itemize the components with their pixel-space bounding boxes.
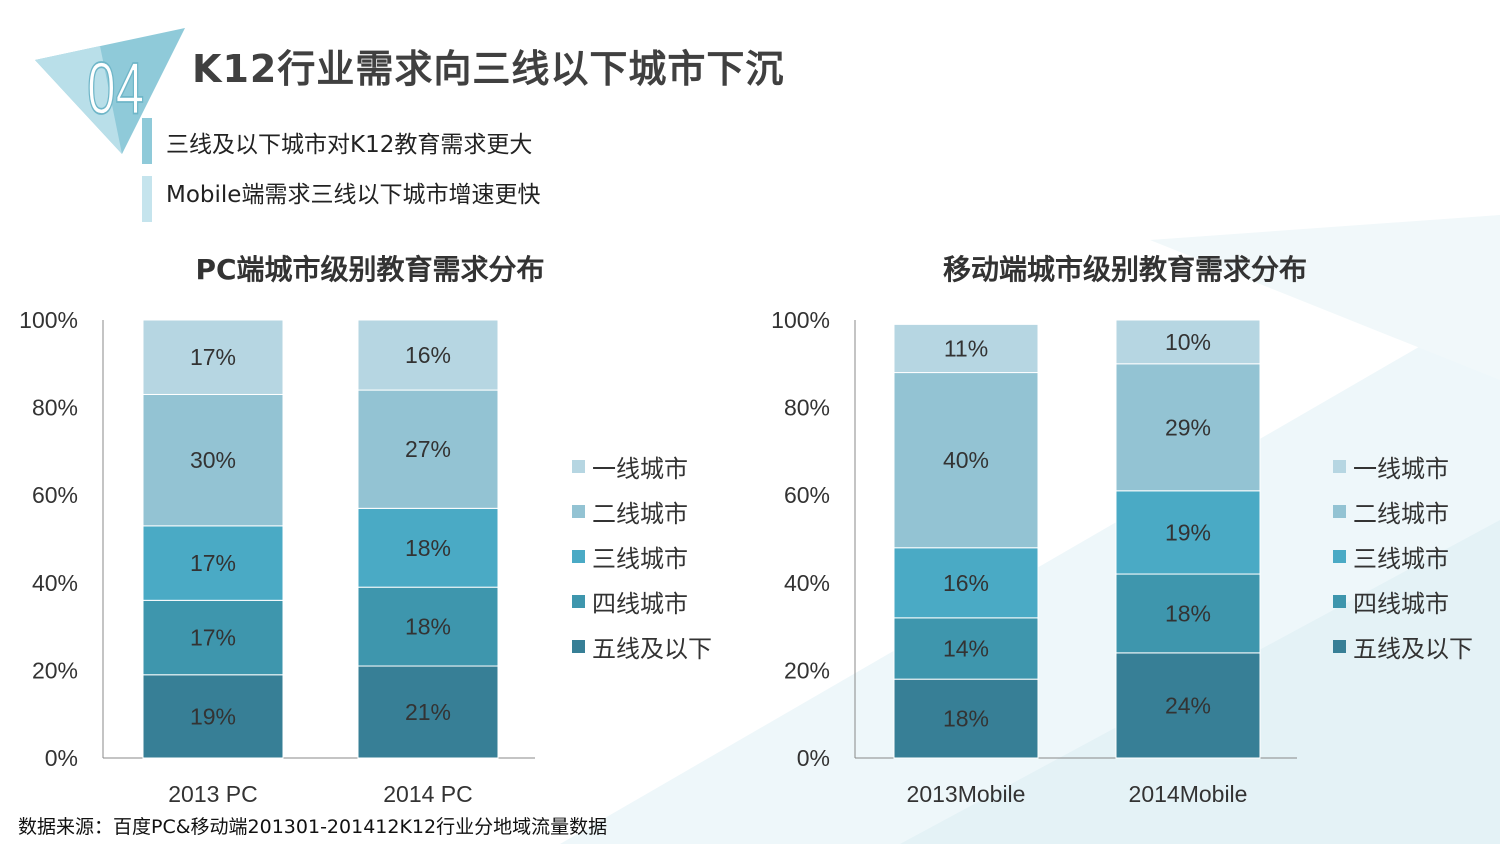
pc-bar-segment: [357, 389, 499, 509]
mobile-data-label: 10%: [1165, 329, 1211, 355]
pc-y-tick-label: 60%: [32, 482, 78, 508]
mobile-data-label: 40%: [943, 447, 989, 473]
pc-bar-segment: [142, 674, 284, 759]
mobile-legend-swatch: [1333, 550, 1346, 563]
pc-bar-segment: [357, 586, 499, 667]
pc-legend-swatch: [572, 640, 585, 653]
pc-data-label: 17%: [190, 550, 236, 576]
pc-legend-label: 三线城市: [592, 545, 688, 573]
mobile-legend-label: 四线城市: [1353, 590, 1449, 618]
mobile-legend-label: 二线城市: [1353, 500, 1449, 528]
mobile-legend-label: 五线及以下: [1353, 635, 1473, 663]
mobile-bar-segment: [893, 323, 1039, 374]
pc-bar-segment: [357, 319, 499, 391]
pc-y-tick-label: 40%: [32, 570, 78, 596]
pc-chart-title: PC端城市级别教育需求分布: [195, 253, 545, 286]
mobile-legend-swatch: [1333, 640, 1346, 653]
pc-legend-label: 二线城市: [592, 500, 688, 528]
mobile-bar-segment: [1115, 319, 1261, 365]
pc-bar-segment: [142, 525, 284, 601]
pc-data-label: 16%: [405, 342, 451, 368]
mobile-data-label: 16%: [943, 570, 989, 596]
mobile-bar-segment: [1115, 573, 1261, 654]
mobile-y-tick-label: 60%: [784, 482, 830, 508]
mobile-chart-title: 移动端城市级别教育需求分布: [942, 253, 1307, 286]
page-title: K12行业需求向三线以下城市下沉: [192, 47, 785, 91]
bullet-marker: [142, 118, 152, 164]
pc-data-label: 27%: [405, 436, 451, 462]
mobile-y-tick-label: 0%: [797, 745, 830, 771]
pc-data-label: 21%: [405, 699, 451, 725]
subtitle-line-2: Mobile端需求三线以下城市增速更快: [166, 182, 541, 208]
pc-data-label: 18%: [405, 614, 451, 640]
mobile-bar-segment: [893, 372, 1039, 549]
pc-bar-segment: [357, 665, 499, 759]
pc-bar-segment: [357, 507, 499, 588]
mobile-legend-label: 三线城市: [1353, 545, 1449, 573]
mobile-y-tick-label: 80%: [784, 395, 830, 421]
mobile-category-label: 2014Mobile: [1129, 781, 1248, 807]
mobile-y-tick-label: 40%: [784, 570, 830, 596]
mobile-category-label: 2013Mobile: [907, 781, 1026, 807]
source-note: 数据来源：百度PC&移动端201301-201412K12行业分地域流量数据: [18, 816, 608, 838]
pc-data-label: 30%: [190, 447, 236, 473]
pc-category-label: 2013 PC: [168, 781, 258, 807]
subtitle-line-1: 三线及以下城市对K12教育需求更大: [166, 132, 533, 158]
mobile-y-tick-label: 100%: [771, 307, 830, 333]
mobile-legend-swatch: [1333, 505, 1346, 518]
pc-category-label: 2014 PC: [383, 781, 473, 807]
mobile-bar-segment: [893, 678, 1039, 759]
pc-bar-segment: [142, 319, 284, 395]
bullet-marker: [142, 176, 152, 222]
mobile-data-label: 19%: [1165, 519, 1211, 545]
pc-legend-label: 五线及以下: [592, 635, 712, 663]
section-badge: 04: [35, 28, 185, 154]
pc-legend-swatch: [572, 505, 585, 518]
pc-y-tick-label: 0%: [45, 745, 78, 771]
pc-legend-swatch: [572, 595, 585, 608]
pc-data-label: 17%: [190, 625, 236, 651]
pc-data-label: 19%: [190, 703, 236, 729]
mobile-bar-segment: [893, 547, 1039, 619]
mobile-bar-segment: [1115, 363, 1261, 492]
mobile-legend-swatch: [1333, 460, 1346, 473]
mobile-data-label: 29%: [1165, 414, 1211, 440]
mobile-data-label: 24%: [1165, 692, 1211, 718]
pc-legend-swatch: [572, 460, 585, 473]
pc-legend-swatch: [572, 550, 585, 563]
pc-data-label: 18%: [405, 535, 451, 561]
mobile-legend-label: 一线城市: [1353, 455, 1449, 483]
mobile-data-label: 18%: [943, 706, 989, 732]
mobile-y-tick-label: 20%: [784, 657, 830, 683]
mobile-data-label: 18%: [1165, 600, 1211, 626]
pc-legend-label: 四线城市: [592, 590, 688, 618]
pc-bar-segment: [142, 599, 284, 676]
pc-y-tick-label: 100%: [19, 307, 78, 333]
pc-data-label: 17%: [190, 344, 236, 370]
mobile-bar-segment: [1115, 652, 1261, 759]
mobile-data-label: 11%: [944, 335, 988, 361]
mobile-data-label: 14%: [943, 636, 989, 662]
pc-legend-label: 一线城市: [592, 455, 688, 483]
pc-y-tick-label: 20%: [32, 657, 78, 683]
mobile-legend-swatch: [1333, 595, 1346, 608]
badge-number: 04: [87, 48, 144, 129]
pc-y-tick-label: 80%: [32, 395, 78, 421]
